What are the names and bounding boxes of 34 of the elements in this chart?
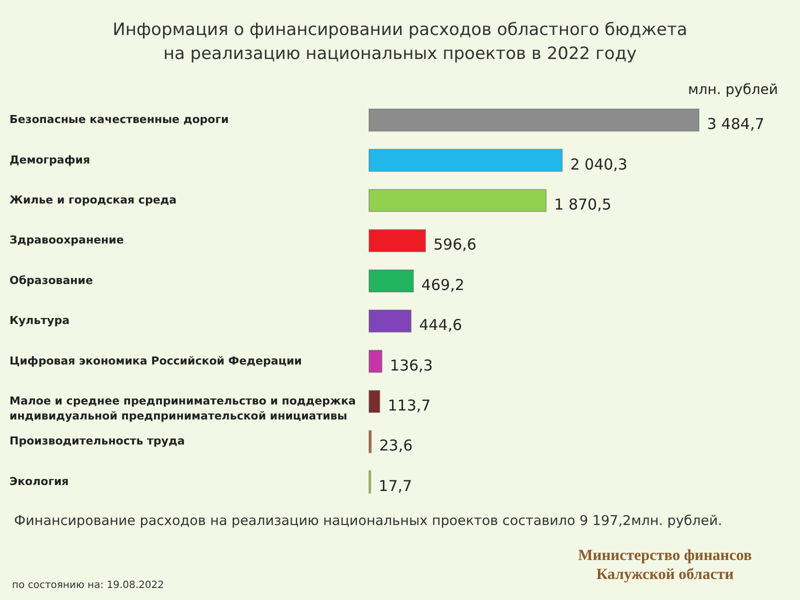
y-tick-label: Безопасные качественные дороги [10,113,229,126]
y-tick-label: Цифровая экономика Российской Федерации [10,354,302,368]
bar [368,108,700,132]
bar [368,229,426,252]
text: по состоянию на: 19.08.2022 [12,580,164,591]
x-axis-title: млн. рублей [688,82,778,98]
bar [368,350,382,373]
y-tick-label: Малое и среднее предпринимательство и поддержка индивидуальной предпринимательской инициативы [10,394,356,423]
data-label: 469,2 [421,276,464,294]
data-label: 596,6 [434,236,476,254]
y-tick-label: Производительность труда [10,434,185,448]
chart-title: Информация о финансировании расходов областного бюджета на реализацию национальных проектов в 2022 году [112,19,688,66]
text: Министерство финансов Калужской области [577,546,753,584]
data-label: 444,6 [419,316,462,334]
y-tick-label: Демография [10,153,90,166]
y-tick-label: Здравоохранение [10,234,124,247]
data-label: 17,7 [378,476,412,495]
data-label: 2 040,3 [570,155,628,174]
y-tick-label: Жилье и городская среда [10,193,177,206]
data-label: 23,6 [379,436,413,455]
data-label: 136,3 [390,356,433,374]
data-label: 1 870,5 [554,195,612,214]
text: Финансирование расходов на реализацию национальных проектов составило 9 197,2млн. рублей. [14,513,722,529]
bar [368,310,412,333]
y-tick-label: Образование [10,274,93,287]
bar [368,188,547,212]
bar [368,269,414,292]
bar [368,148,563,172]
y-tick-label: Экология [10,474,69,488]
y-tick-label: Культура [10,314,70,328]
bar [368,430,372,454]
data-label: 113,7 [388,396,431,415]
bar [368,390,380,414]
data-label: 3 484,7 [707,115,764,134]
